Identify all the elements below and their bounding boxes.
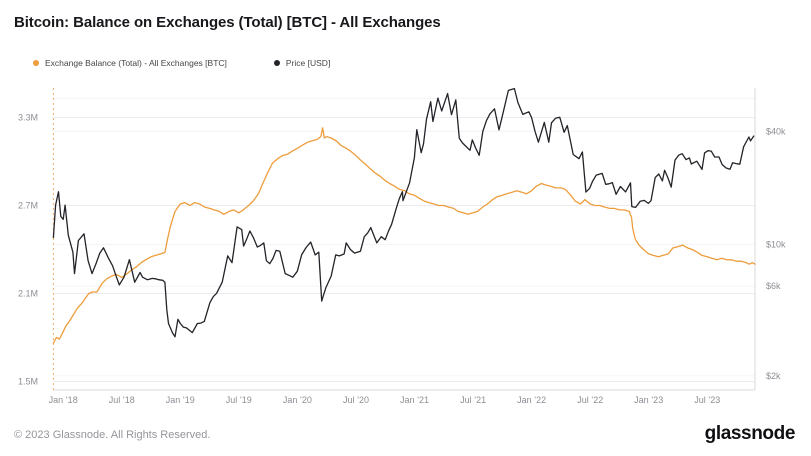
balance-series-line — [52, 127, 756, 345]
x-axis-tick-label: Jul ’20 — [343, 395, 369, 405]
x-axis-tick-label: Jan ’22 — [517, 395, 546, 405]
chart-legend: Exchange Balance (Total) - All Exchanges… — [33, 56, 330, 70]
y-axis-right-tick-label: $6k — [766, 281, 781, 291]
glassnode-logo[interactable]: glassnode — [704, 423, 796, 444]
y-axis-right-tick-label: $40k — [766, 126, 786, 136]
x-axis-tick-label: Jul ’23 — [694, 395, 720, 405]
y-axis-left-tick-label: 1.5M — [18, 377, 38, 387]
legend-label-price: Price [USD] — [285, 58, 331, 68]
x-axis-tick-label: Jul ’18 — [109, 395, 135, 405]
x-axis-tick-label: Jul ’22 — [577, 395, 603, 405]
x-axis-tick-label: Jan ’18 — [49, 395, 78, 405]
x-axis-tick-label: Jan ’23 — [634, 395, 663, 405]
x-axis-tick-label: Jan ’20 — [283, 395, 312, 405]
price-series-line — [52, 87, 755, 338]
y-axis-left-tick-label: 3.3M — [18, 113, 38, 123]
legend-item-price[interactable]: Price [USD] — [273, 58, 331, 68]
copyright-text: © 2023 Glassnode. All Rights Reserved. — [14, 429, 211, 441]
x-axis-tick-label: Jul ’21 — [460, 395, 486, 405]
page-title: Bitcoin: Balance on Exchanges (Total) [B… — [14, 14, 441, 31]
y-axis-left-tick-label: 2.1M — [18, 289, 38, 299]
y-axis-right-tick-label: $10k — [766, 240, 786, 250]
legend-swatch-price-icon — [273, 60, 280, 66]
y-axis-right-tick-label: $2k — [766, 371, 781, 381]
y-axis-left-tick-label: 2.7M — [18, 201, 38, 211]
legend-item-exchange-balance[interactable]: Exchange Balance (Total) - All Exchanges… — [33, 58, 227, 68]
x-axis-tick-label: Jan ’21 — [400, 395, 429, 405]
legend-swatch-balance-icon — [33, 60, 39, 66]
x-axis-tick-label: Jan ’19 — [166, 395, 195, 405]
x-axis-tick-label: Jul ’19 — [226, 395, 252, 405]
legend-label-balance: Exchange Balance (Total) - All Exchanges… — [45, 58, 227, 68]
